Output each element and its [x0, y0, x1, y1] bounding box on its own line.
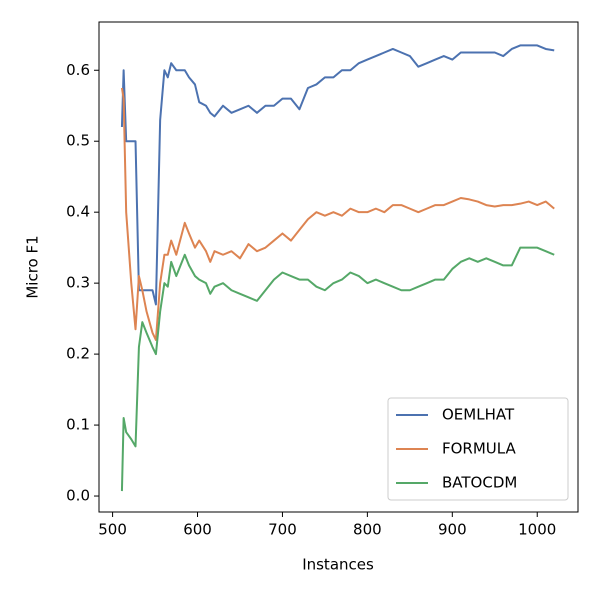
legend-box [387, 397, 569, 501]
legend-label: OEMLHAT [442, 406, 515, 424]
series-line [120, 87, 555, 341]
y-tick-label: 0.5 [66, 132, 90, 150]
x-tick-label: 800 [353, 521, 382, 539]
y-tick-label: 0.4 [66, 203, 90, 221]
legend-label: FORMULA [442, 440, 516, 458]
y-tick-label: 0.2 [66, 345, 90, 363]
series-line [120, 246, 555, 492]
x-tick-label: 500 [98, 521, 127, 539]
x-axis-label: Instances [302, 556, 374, 574]
y-tick-label: 0.3 [66, 274, 90, 292]
y-tick-label: 0.1 [66, 416, 90, 434]
x-tick-label: 1000 [518, 521, 556, 539]
plot-frame [98, 21, 579, 513]
x-tick-label: 900 [438, 521, 467, 539]
y-tick-label: 0.0 [66, 487, 90, 505]
x-tick-label: 600 [183, 521, 212, 539]
series-line [120, 44, 555, 306]
legend-label: BATOCDM [442, 474, 517, 492]
y-axis-label: Micro F1 [24, 235, 42, 298]
y-tick-label: 0.6 [66, 61, 90, 79]
x-tick-label: 700 [268, 521, 297, 539]
